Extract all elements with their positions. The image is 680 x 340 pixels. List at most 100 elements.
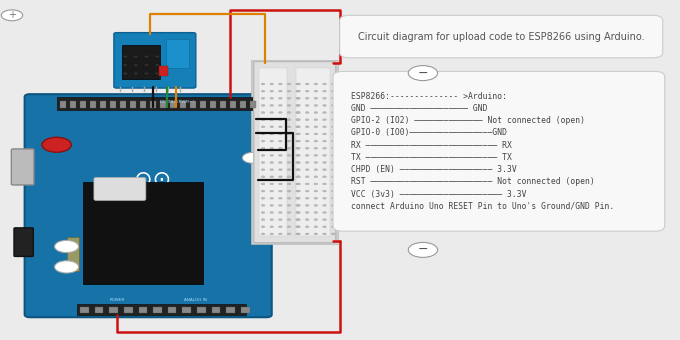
Bar bbox=[211, 307, 220, 313]
Circle shape bbox=[261, 211, 265, 214]
Circle shape bbox=[270, 211, 273, 214]
Circle shape bbox=[322, 233, 326, 235]
Bar bbox=[122, 45, 160, 79]
Circle shape bbox=[279, 176, 282, 178]
Circle shape bbox=[279, 97, 282, 99]
Circle shape bbox=[261, 126, 265, 128]
Bar bbox=[56, 97, 260, 110]
Circle shape bbox=[322, 112, 326, 114]
Bar bbox=[251, 60, 339, 244]
Circle shape bbox=[270, 190, 273, 192]
Circle shape bbox=[305, 226, 309, 228]
Bar bbox=[170, 101, 176, 108]
Circle shape bbox=[279, 83, 282, 85]
Circle shape bbox=[322, 140, 326, 142]
Circle shape bbox=[287, 183, 291, 185]
Circle shape bbox=[155, 55, 159, 57]
Circle shape bbox=[322, 90, 326, 92]
Circle shape bbox=[305, 90, 309, 92]
Circle shape bbox=[296, 97, 300, 99]
Circle shape bbox=[296, 197, 301, 199]
Circle shape bbox=[296, 112, 300, 114]
Bar bbox=[226, 307, 235, 313]
Circle shape bbox=[145, 64, 148, 66]
Bar bbox=[70, 101, 76, 108]
Circle shape bbox=[322, 183, 326, 185]
Circle shape bbox=[287, 104, 291, 106]
Circle shape bbox=[261, 83, 265, 85]
Circle shape bbox=[331, 154, 335, 156]
Circle shape bbox=[261, 219, 265, 221]
Circle shape bbox=[145, 72, 148, 74]
Circle shape bbox=[331, 204, 335, 206]
Bar bbox=[140, 101, 146, 108]
Circle shape bbox=[279, 154, 282, 156]
Bar bbox=[230, 101, 236, 108]
Circle shape bbox=[287, 83, 291, 85]
Circle shape bbox=[322, 204, 326, 206]
Circle shape bbox=[305, 197, 309, 199]
Circle shape bbox=[296, 233, 300, 235]
Bar bbox=[168, 307, 177, 313]
Circle shape bbox=[296, 119, 300, 121]
Circle shape bbox=[270, 126, 273, 128]
Bar bbox=[153, 307, 162, 313]
Circle shape bbox=[279, 190, 282, 192]
Circle shape bbox=[331, 219, 335, 221]
Circle shape bbox=[305, 204, 309, 206]
Circle shape bbox=[314, 104, 318, 106]
Bar bbox=[139, 307, 147, 313]
Circle shape bbox=[296, 176, 300, 178]
Circle shape bbox=[261, 204, 265, 206]
Circle shape bbox=[305, 147, 309, 149]
Circle shape bbox=[305, 126, 309, 128]
Circle shape bbox=[261, 97, 265, 99]
Circle shape bbox=[305, 97, 309, 99]
Circle shape bbox=[296, 147, 300, 149]
Text: RX ─────────────────────────── RX: RX ─────────────────────────── RX bbox=[351, 141, 512, 150]
Circle shape bbox=[287, 233, 291, 235]
Circle shape bbox=[322, 219, 326, 221]
Circle shape bbox=[270, 219, 273, 221]
Circle shape bbox=[314, 140, 318, 142]
Circle shape bbox=[296, 140, 301, 142]
Circle shape bbox=[314, 176, 318, 178]
FancyBboxPatch shape bbox=[340, 15, 663, 58]
Circle shape bbox=[314, 154, 318, 156]
Circle shape bbox=[270, 204, 273, 206]
Text: ANALOG IN: ANALOG IN bbox=[184, 298, 207, 302]
Circle shape bbox=[287, 226, 291, 228]
Circle shape bbox=[279, 140, 282, 142]
Text: ARDUINO: ARDUINO bbox=[137, 216, 169, 221]
Circle shape bbox=[261, 233, 265, 235]
Text: GPIO-2 (IO2) ────────────── Not connected (open): GPIO-2 (IO2) ────────────── Not connecte… bbox=[351, 116, 585, 125]
Circle shape bbox=[296, 226, 300, 228]
Circle shape bbox=[314, 197, 318, 199]
Circle shape bbox=[261, 154, 265, 156]
Bar bbox=[109, 307, 118, 313]
Circle shape bbox=[296, 204, 301, 206]
Circle shape bbox=[296, 204, 300, 206]
Circle shape bbox=[287, 219, 291, 221]
Circle shape bbox=[305, 119, 309, 121]
Bar bbox=[250, 101, 256, 108]
Circle shape bbox=[314, 211, 318, 214]
Circle shape bbox=[287, 90, 291, 92]
Bar bbox=[167, 39, 189, 68]
Circle shape bbox=[261, 147, 265, 149]
Circle shape bbox=[279, 104, 282, 106]
Circle shape bbox=[314, 112, 318, 114]
Circle shape bbox=[261, 197, 265, 199]
Bar bbox=[124, 307, 133, 313]
Circle shape bbox=[287, 154, 291, 156]
Circle shape bbox=[270, 112, 273, 114]
Circle shape bbox=[296, 97, 301, 99]
Circle shape bbox=[314, 190, 318, 192]
Circle shape bbox=[305, 233, 309, 235]
Circle shape bbox=[296, 176, 301, 178]
Circle shape bbox=[279, 162, 282, 164]
Circle shape bbox=[270, 183, 273, 185]
Circle shape bbox=[331, 233, 335, 235]
Bar bbox=[240, 101, 245, 108]
Circle shape bbox=[331, 162, 335, 164]
